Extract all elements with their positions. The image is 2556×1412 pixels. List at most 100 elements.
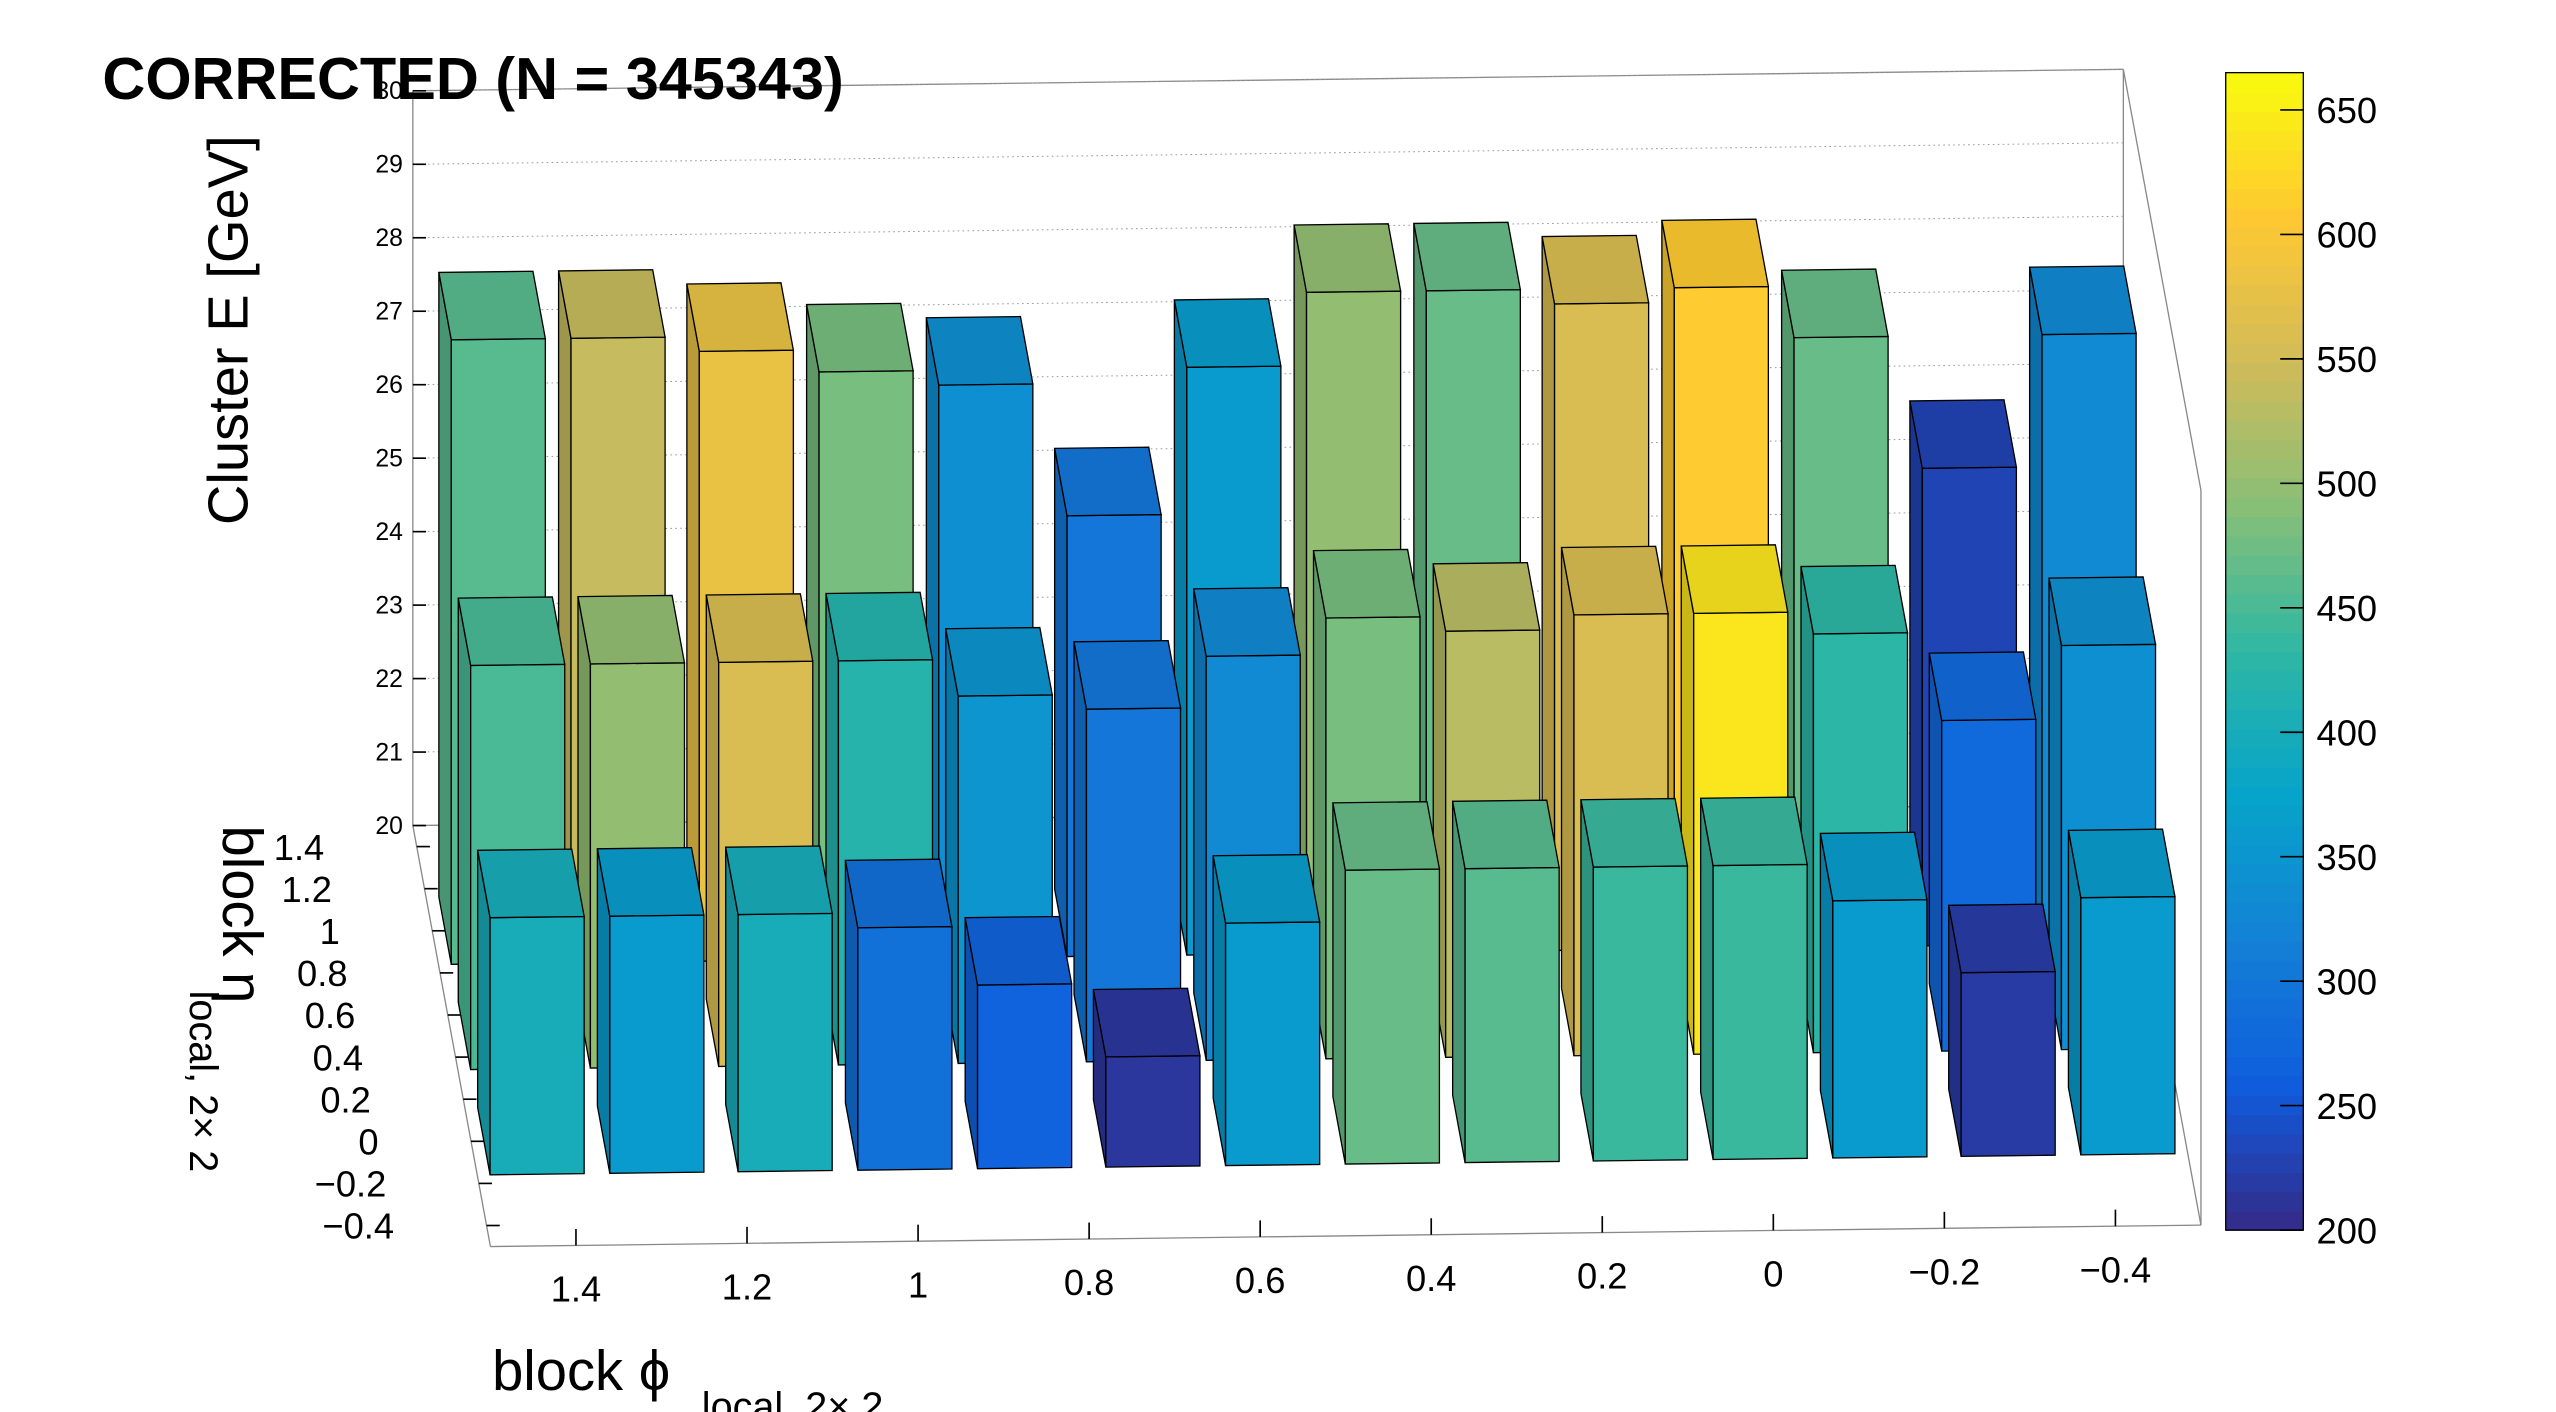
colorbar-cell	[2225, 1037, 2304, 1058]
bar-side	[457, 597, 472, 1070]
bar-top	[1560, 545, 1669, 616]
y-axis-label-main: block η	[211, 826, 274, 1004]
colorbar-cell	[2225, 670, 2304, 691]
colorbar-cell	[2225, 226, 2304, 248]
bar-top	[1192, 587, 1302, 657]
colorbar-cell	[2225, 940, 2304, 961]
x-tick-label: 1.2	[722, 1266, 772, 1307]
bar	[476, 848, 585, 1176]
colorbar-cell	[2225, 1056, 2304, 1077]
frame-line	[2122, 69, 2202, 491]
bar-top	[1173, 298, 1282, 368]
colorbar-cell	[2225, 1191, 2304, 1212]
bar	[1212, 853, 1321, 1167]
colorbar-cell	[2225, 1210, 2304, 1231]
colorbar-cell	[2225, 207, 2304, 228]
y-tick-label: −0.4	[322, 1206, 394, 1247]
bar	[596, 846, 705, 1174]
colorbar-cell	[2225, 882, 2304, 903]
colorbar-cell	[2225, 188, 2304, 209]
x-tick-label: −0.2	[1909, 1251, 1981, 1292]
z-tick-label: 20	[375, 813, 403, 840]
colorbar-cell	[2225, 1017, 2304, 1038]
bar	[1332, 800, 1441, 1165]
colorbar-cell	[2225, 439, 2304, 460]
y-tick-label: −0.2	[315, 1164, 387, 1205]
colorbar-tick-label: 600	[2317, 215, 2378, 256]
colorbar-cell	[2225, 979, 2304, 1000]
y-axis-label: block η local, 2× 2	[181, 826, 274, 1173]
bar-front	[609, 914, 705, 1174]
y-tick-label: 0.4	[313, 1037, 363, 1078]
bar-top	[1800, 564, 1909, 635]
x-axis-label-main: block ϕ	[492, 1339, 670, 1402]
bar-top	[1928, 651, 2037, 722]
z-tick-label: 26	[375, 372, 403, 399]
z-tick-label: 28	[375, 225, 403, 252]
colorbar-cell	[2225, 824, 2304, 846]
bar-front	[1464, 866, 1560, 1164]
colorbar-cell	[2225, 130, 2304, 151]
bar-side	[1193, 588, 1207, 1061]
y-tick-label: 0.8	[297, 953, 347, 994]
colorbar-cell	[2225, 689, 2304, 711]
colorbar-cell	[2225, 1075, 2304, 1096]
bar-top	[724, 845, 833, 916]
bar-front	[976, 983, 1073, 1170]
colorbar-cell	[2225, 709, 2304, 730]
colorbar-cell	[2225, 728, 2304, 749]
colorbar-cell	[2225, 477, 2304, 498]
bar-front	[737, 912, 833, 1173]
bar-front	[1224, 921, 1321, 1167]
bar-top	[1819, 831, 1928, 902]
z-tick-label: 27	[375, 298, 403, 325]
colorbar-cell	[2225, 1114, 2304, 1135]
colorbar-cell	[2225, 361, 2304, 383]
chart-title: CORRECTED (N = 345343)	[102, 45, 843, 112]
bar-front	[857, 925, 953, 1171]
colorbar-cell	[2225, 535, 2304, 556]
colorbar-cell	[2225, 246, 2304, 267]
colorbar-cell	[2225, 1133, 2304, 1154]
colorbar-cell	[2225, 458, 2304, 479]
bar-top	[705, 593, 814, 664]
bar-top	[1332, 800, 1441, 871]
z-tick-label: 22	[375, 666, 403, 693]
bar-top	[1780, 268, 1889, 339]
bar-top	[1680, 544, 1789, 615]
bar	[2067, 828, 2176, 1156]
frame-line	[412, 825, 492, 1247]
z-tick-label: 30	[375, 78, 403, 105]
bar	[1947, 903, 2056, 1158]
bar-top	[1909, 399, 2018, 469]
bar-top	[1053, 446, 1162, 517]
bar	[964, 915, 1073, 1170]
colorbar-cell	[2225, 921, 2304, 942]
x-tick-label: 0.8	[1064, 1262, 1114, 1303]
colorbar-cell	[2225, 574, 2304, 595]
colorbar-cell	[2225, 1152, 2304, 1174]
colorbar-cell	[2225, 651, 2304, 672]
colorbar-cell	[2225, 516, 2304, 537]
z-tick-label: 23	[375, 592, 403, 619]
bar-top	[438, 270, 547, 341]
z-tick-label: 25	[375, 445, 403, 472]
grid-line	[412, 142, 2124, 165]
bar-top	[1413, 221, 1522, 292]
colorbar-tick-label: 250	[2317, 1086, 2378, 1127]
colorbar-cell	[2225, 612, 2304, 633]
colorbar: 200 250 300 350 400 450 500 550 600 650	[2225, 71, 2378, 1251]
z-tick-label: 29	[375, 152, 403, 179]
bar-front	[1712, 863, 1808, 1161]
colorbar-cell	[2225, 111, 2304, 132]
bar	[1451, 799, 1560, 1164]
colorbar-cell	[2225, 805, 2304, 826]
colorbar-cell	[2225, 786, 2304, 807]
x-tick-label: 0.2	[1577, 1256, 1627, 1297]
colorbar-cell	[2225, 902, 2304, 923]
colorbar-tick-label: 500	[2317, 464, 2378, 505]
bar	[844, 858, 953, 1171]
colorbar-cell	[2225, 381, 2304, 402]
